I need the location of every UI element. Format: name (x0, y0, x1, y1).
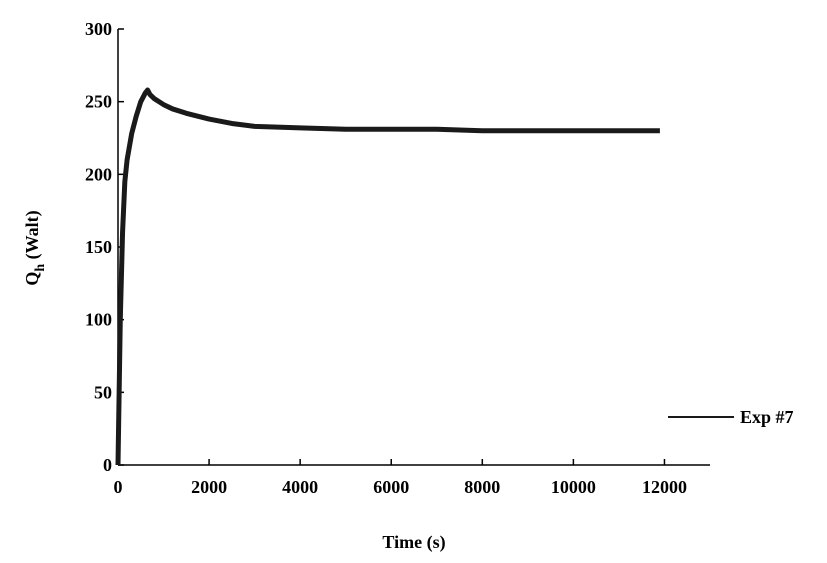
y-tick-label: 200 (85, 164, 112, 184)
x-tick-label: 8000 (464, 477, 500, 497)
y-title-rest: (Walt) (22, 210, 43, 264)
legend-label: Exp #7 (740, 407, 794, 427)
x-tick-label: 12000 (642, 477, 687, 497)
y-tick-label: 150 (85, 237, 112, 257)
x-tick-label: 0 (114, 477, 123, 497)
y-axis-title: Qh (Walt) (22, 210, 48, 285)
x-tick-label: 4000 (282, 477, 318, 497)
y-tick-label: 300 (85, 19, 112, 39)
y-tick-label: 0 (103, 455, 112, 475)
x-tick-label: 10000 (551, 477, 596, 497)
x-axis-title: Time (s) (382, 532, 445, 553)
y-tick-label: 50 (94, 382, 112, 402)
y-tick-label: 100 (85, 310, 112, 330)
x-tick-label: 2000 (191, 477, 227, 497)
x-tick-label: 6000 (373, 477, 409, 497)
y-tick-label: 250 (85, 92, 112, 112)
line-series (115, 87, 660, 466)
y-title-main: Q (22, 272, 42, 286)
y-title-sub: h (33, 264, 48, 272)
